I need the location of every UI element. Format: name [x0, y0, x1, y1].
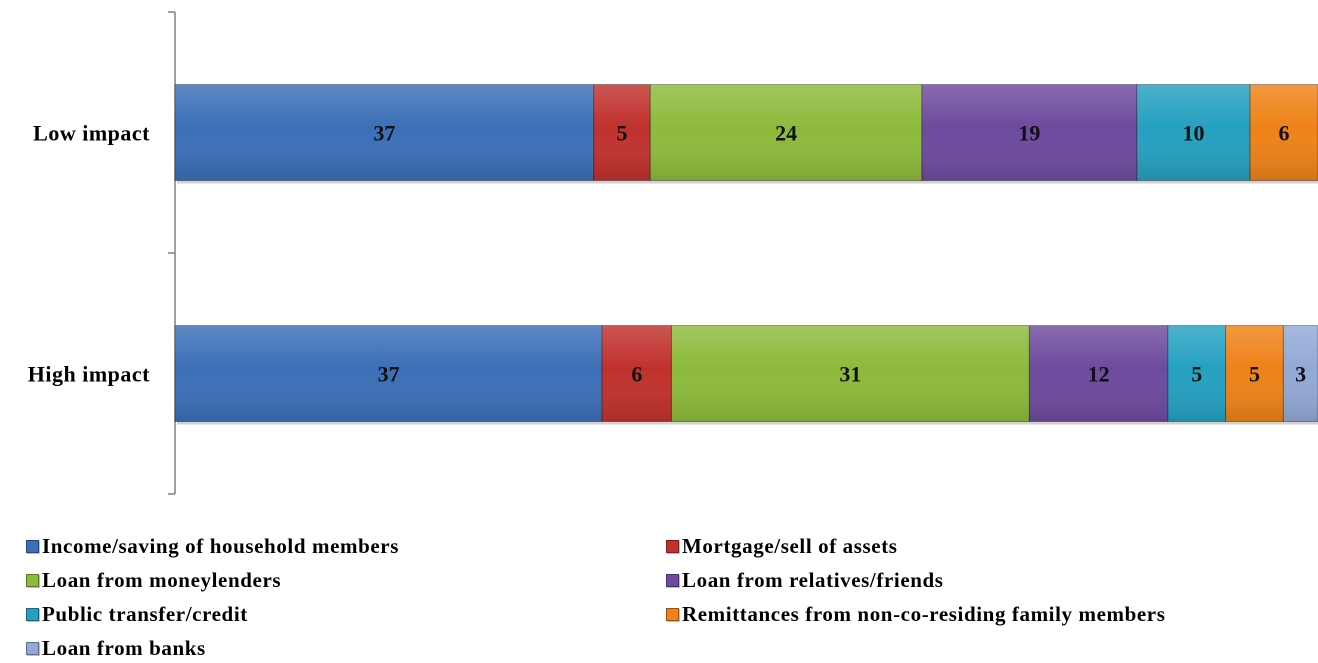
data-label: 5 — [1249, 362, 1260, 387]
legend-label: Remittances from non-co-residing family … — [682, 601, 1166, 626]
legend-swatch — [666, 573, 679, 587]
legend-item: Remittances from non-co-residing family … — [666, 600, 1316, 628]
bar-segment-shadow — [177, 180, 596, 184]
data-label: 24 — [775, 121, 797, 146]
legend-label: Income/saving of household members — [42, 533, 399, 558]
legend-swatch — [26, 539, 39, 553]
legend-label: Mortgage/sell of assets — [682, 533, 898, 558]
legend: Income/saving of household members Mortga… — [26, 532, 1316, 662]
legend-swatch — [666, 539, 679, 553]
legend-swatch — [26, 607, 39, 621]
data-label: 10 — [1183, 121, 1205, 146]
legend-swatch — [26, 641, 39, 655]
data-label: 31 — [839, 362, 861, 387]
data-label: 6 — [631, 362, 642, 387]
data-label: 3 — [1295, 362, 1306, 387]
legend-item: Loan from moneylenders — [26, 566, 666, 594]
stacked-bar-chart: 37 5 24 19 10 6 37 6 31 12 5 5 3 Low impact High impa… — [28, 11, 1318, 495]
data-label: 5 — [1191, 362, 1202, 387]
data-label: 12 — [1088, 362, 1110, 387]
legend-item: Public transfer/credit — [26, 600, 666, 628]
legend-label: Public transfer/credit — [42, 601, 248, 626]
legend-label: Loan from relatives/friends — [682, 567, 944, 592]
y-axis — [168, 11, 176, 495]
data-label: 37 — [373, 121, 395, 146]
data-labels: 37 5 24 19 10 6 37 6 31 12 5 5 3 — [373, 121, 1306, 387]
category-labels: Low impact High impact — [28, 121, 150, 387]
bar-segment-shadow — [923, 180, 1139, 184]
data-label: 19 — [1018, 121, 1040, 146]
category-label: High impact — [28, 362, 150, 387]
bar-segment-shadow — [1285, 421, 1318, 425]
bar-segment-shadow — [595, 180, 653, 184]
bar-segment-shadow — [1031, 421, 1170, 425]
data-label: 6 — [1279, 121, 1290, 146]
bar-segment-shadow — [177, 421, 605, 425]
data-label: 5 — [617, 121, 628, 146]
legend-item: Loan from relatives/friends — [666, 566, 1316, 594]
bar-segment-shadow — [1252, 180, 1318, 184]
legend-label: Loan from moneylenders — [42, 567, 282, 592]
legend-swatch — [666, 607, 679, 621]
category-label: Low impact — [33, 121, 150, 146]
legend-label: Loan from banks — [42, 635, 206, 660]
bar-segment-shadow — [652, 180, 924, 184]
legend-item: Mortgage/sell of assets — [666, 532, 1316, 560]
bar-segment-shadow — [1227, 421, 1286, 425]
data-label: 37 — [378, 362, 400, 387]
legend-item: Income/saving of household members — [26, 532, 666, 560]
legend-item: Loan from banks — [26, 634, 666, 662]
bars — [174, 84, 1318, 425]
bar-segment-shadow — [1169, 421, 1228, 425]
bar-segment-shadow — [604, 421, 674, 425]
legend-swatch — [26, 573, 39, 587]
bar-segment-shadow — [673, 421, 1032, 425]
bar-segment-shadow — [1138, 180, 1253, 184]
